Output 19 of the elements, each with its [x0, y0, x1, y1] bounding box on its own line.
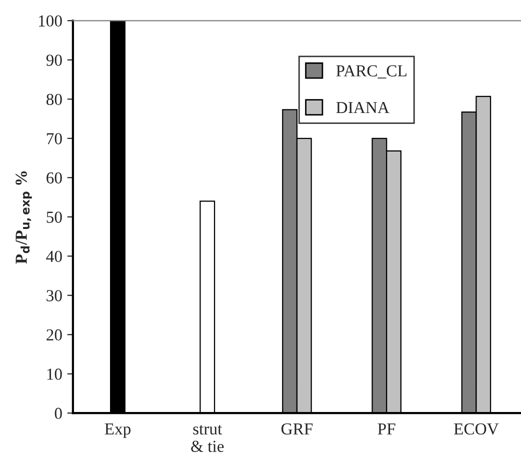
y-tick-label: 30	[46, 290, 62, 302]
x-tick-label: Exp	[104, 423, 131, 438]
y-tick-label: 40	[46, 250, 62, 262]
y-tick-label: 10	[47, 368, 62, 380]
x-tick-label: ECOV	[454, 423, 499, 435]
y-tick-label: 0	[54, 408, 62, 420]
x-tick-label: strut & tie	[191, 425, 224, 452]
y-tick-label: 20	[46, 329, 62, 341]
y-tick-label: 80	[46, 94, 62, 106]
x-tick-label: GRF	[281, 423, 313, 435]
y-tick-label: 90	[46, 54, 62, 66]
x-tick-label: PF	[378, 423, 396, 434]
y-tick-label: 70	[46, 133, 62, 144]
legend-label: DIANA	[336, 102, 390, 114]
y-tick-label: 50	[46, 212, 62, 223]
y-tick-label: 60	[46, 172, 62, 184]
legend-label: PARC_CL	[336, 65, 406, 78]
y-axis-title: P$_{d}$/P$_{u,exp}$ %	[16, 171, 32, 264]
y-tick-label: 100	[38, 15, 62, 27]
